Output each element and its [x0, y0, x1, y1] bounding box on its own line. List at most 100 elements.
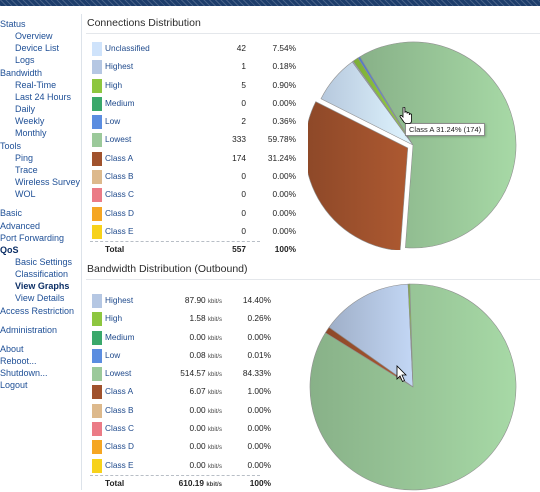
- pie-tooltip: Class A 31.24% (174): [405, 123, 486, 136]
- connection-percent: 0.90%: [272, 79, 296, 90]
- sidebar-item-status[interactable]: Status: [0, 19, 26, 29]
- rate-value: 0.00: [189, 331, 206, 342]
- sidebar-item-advanced[interactable]: Advanced: [0, 220, 41, 231]
- connection-percent: 0.00%: [272, 171, 296, 182]
- connections-table-row: Lowest 333 59.78%: [90, 131, 296, 149]
- sidebar-item-view-details[interactable]: View Details: [15, 293, 65, 304]
- class-name: Class B: [105, 404, 134, 415]
- bandwidth-rate: 1.58 kbit/s: [150, 313, 222, 323]
- sidebar-item-wol[interactable]: WOL: [15, 189, 36, 200]
- sidebar-item-basic-settings[interactable]: Basic Settings: [15, 256, 73, 267]
- sidebar-item-logout[interactable]: Logout: [0, 380, 28, 391]
- sidebar-item-daily[interactable]: Daily: [15, 104, 36, 115]
- bandwidth-table-row: Class E 0.00 kbit/s 0.00%: [90, 457, 271, 475]
- rate-unit: kbit/s: [207, 317, 222, 324]
- connections-table-row: Class B 0 0.00%: [90, 168, 296, 186]
- rate-unit: kbit/s: [206, 481, 222, 488]
- connections-table-row: Highest 1 0.18%: [90, 58, 296, 76]
- bandwidth-rate: 0.00 kbit/s: [150, 423, 222, 433]
- connection-percent: 0.18%: [272, 61, 296, 72]
- class-name: Lowest: [105, 368, 132, 379]
- sidebar-item-classification[interactable]: Classification: [15, 269, 69, 280]
- class-name: Class C: [105, 189, 135, 200]
- class-name: Low: [105, 116, 121, 127]
- sidebar-item-last-24-hours[interactable]: Last 24 Hours: [15, 91, 72, 102]
- connections-slice-lowest[interactable]: [359, 41, 517, 249]
- bandwidth-table-row: Lowest 514.57 kbit/s 84.33%: [90, 365, 271, 383]
- sidebar-spacer: [0, 200, 80, 207]
- legend-swatch: [92, 115, 102, 130]
- sidebar-item-wireless-survey[interactable]: Wireless Survey: [15, 177, 81, 188]
- sidebar-item-view-graphs[interactable]: View Graphs: [15, 281, 70, 292]
- connections-table-row: Low 2 0.36%: [90, 113, 296, 131]
- sidebar-item-about[interactable]: About: [0, 343, 24, 354]
- legend-swatch: [92, 367, 102, 382]
- sidebar-item-bandwidth[interactable]: Bandwidth: [0, 67, 43, 78]
- legend-swatch: [92, 78, 102, 93]
- sidebar-item-basic[interactable]: Basic: [0, 208, 23, 219]
- legend-swatch: [92, 151, 102, 166]
- bandwidth-percent: 0.01%: [247, 349, 271, 360]
- class-name: Class A: [105, 152, 134, 163]
- sidebar-item-shutdown[interactable]: Shutdown...: [0, 368, 48, 379]
- connections-pie-chart: [308, 41, 517, 250]
- bandwidth-percent: 0.00%: [247, 423, 271, 434]
- bandwidth-table-row: Class D 0.00 kbit/s 0.00%: [90, 438, 271, 456]
- connections-slice-class-a[interactable]: [308, 101, 409, 250]
- sidebar-item-tools[interactable]: Tools: [0, 140, 22, 151]
- sidebar-item-qos[interactable]: QoS: [0, 244, 19, 255]
- bandwidth-slice-class-a[interactable]: [325, 326, 414, 388]
- class-name: Class E: [105, 225, 134, 236]
- connection-count: 1: [241, 61, 246, 72]
- bandwidth-percent: 0.00%: [247, 459, 271, 470]
- sidebar-item-logs[interactable]: Logs: [15, 55, 35, 66]
- connection-percent: 59.78%: [267, 134, 296, 145]
- hand-cursor-icon: [399, 107, 412, 124]
- class-name: Class A: [105, 386, 134, 397]
- class-name: Class D: [105, 441, 135, 452]
- sidebar-item-real-time[interactable]: Real-Time: [15, 79, 57, 90]
- rate-value: 0.00: [189, 423, 206, 434]
- sidebar-item-administration[interactable]: Administration: [0, 324, 58, 335]
- sidebar-item-overview[interactable]: Overview: [15, 31, 53, 42]
- connection-count: 5: [241, 79, 246, 90]
- rate-unit: kbit/s: [207, 372, 222, 379]
- bandwidth-table-row: High 1.58 kbit/s 0.26%: [90, 310, 271, 328]
- legend-swatch: [92, 170, 102, 185]
- bandwidth-rate: 0.00 kbit/s: [150, 441, 222, 451]
- bandwidth-rate: 514.57 kbit/s: [150, 368, 222, 378]
- connections-table: Unclassified 42 7.54% Highest 1 0.18% High 5 0.9…: [90, 40, 296, 256]
- sidebar-item-device-list[interactable]: Device List: [15, 43, 60, 54]
- class-name: Highest: [105, 61, 134, 72]
- total-percent: 100%: [274, 244, 296, 255]
- bandwidth-table-row: Highest 87.90 kbit/s 14.40%: [90, 292, 271, 310]
- connections-section-rule: [86, 33, 540, 34]
- bandwidth-percent: 0.00%: [247, 441, 271, 452]
- bandwidth-percent: 14.40%: [242, 295, 271, 305]
- rate-value: 0.00: [189, 404, 206, 415]
- bandwidth-section-rule: [86, 279, 540, 280]
- bandwidth-pie-chart: [309, 283, 517, 491]
- sidebar-item-ping[interactable]: Ping: [15, 152, 34, 163]
- sidebar-item-monthly[interactable]: Monthly: [15, 128, 47, 139]
- connection-count: 333: [232, 134, 246, 145]
- sidebar-item-port-forwarding[interactable]: Port Forwarding: [0, 232, 65, 243]
- bandwidth-table-row: Class A 6.07 kbit/s 1.00%: [90, 383, 271, 401]
- legend-swatch: [92, 330, 102, 345]
- connections-table-row: Class E 0 0.00%: [90, 223, 296, 241]
- sidebar-item-reboot[interactable]: Reboot...: [0, 356, 37, 367]
- sidebar-item-weekly[interactable]: Weekly: [15, 116, 45, 127]
- legend-swatch: [92, 348, 102, 363]
- sidebar-item-trace[interactable]: Trace: [15, 164, 38, 175]
- legend-swatch: [92, 224, 102, 239]
- legend-swatch: [92, 42, 102, 56]
- rate-value: 1.58: [189, 313, 206, 324]
- bandwidth-slice-highest[interactable]: [328, 283, 414, 388]
- rate-value: 0.00: [189, 441, 206, 452]
- sidebar-item-access-restriction[interactable]: Access Restriction: [0, 305, 75, 316]
- rate-unit: kbit/s: [207, 353, 222, 360]
- rate-value: 0.00: [189, 459, 206, 470]
- connection-count: 0: [241, 225, 246, 236]
- legend-swatch: [92, 133, 102, 148]
- connection-count: 0: [241, 189, 246, 200]
